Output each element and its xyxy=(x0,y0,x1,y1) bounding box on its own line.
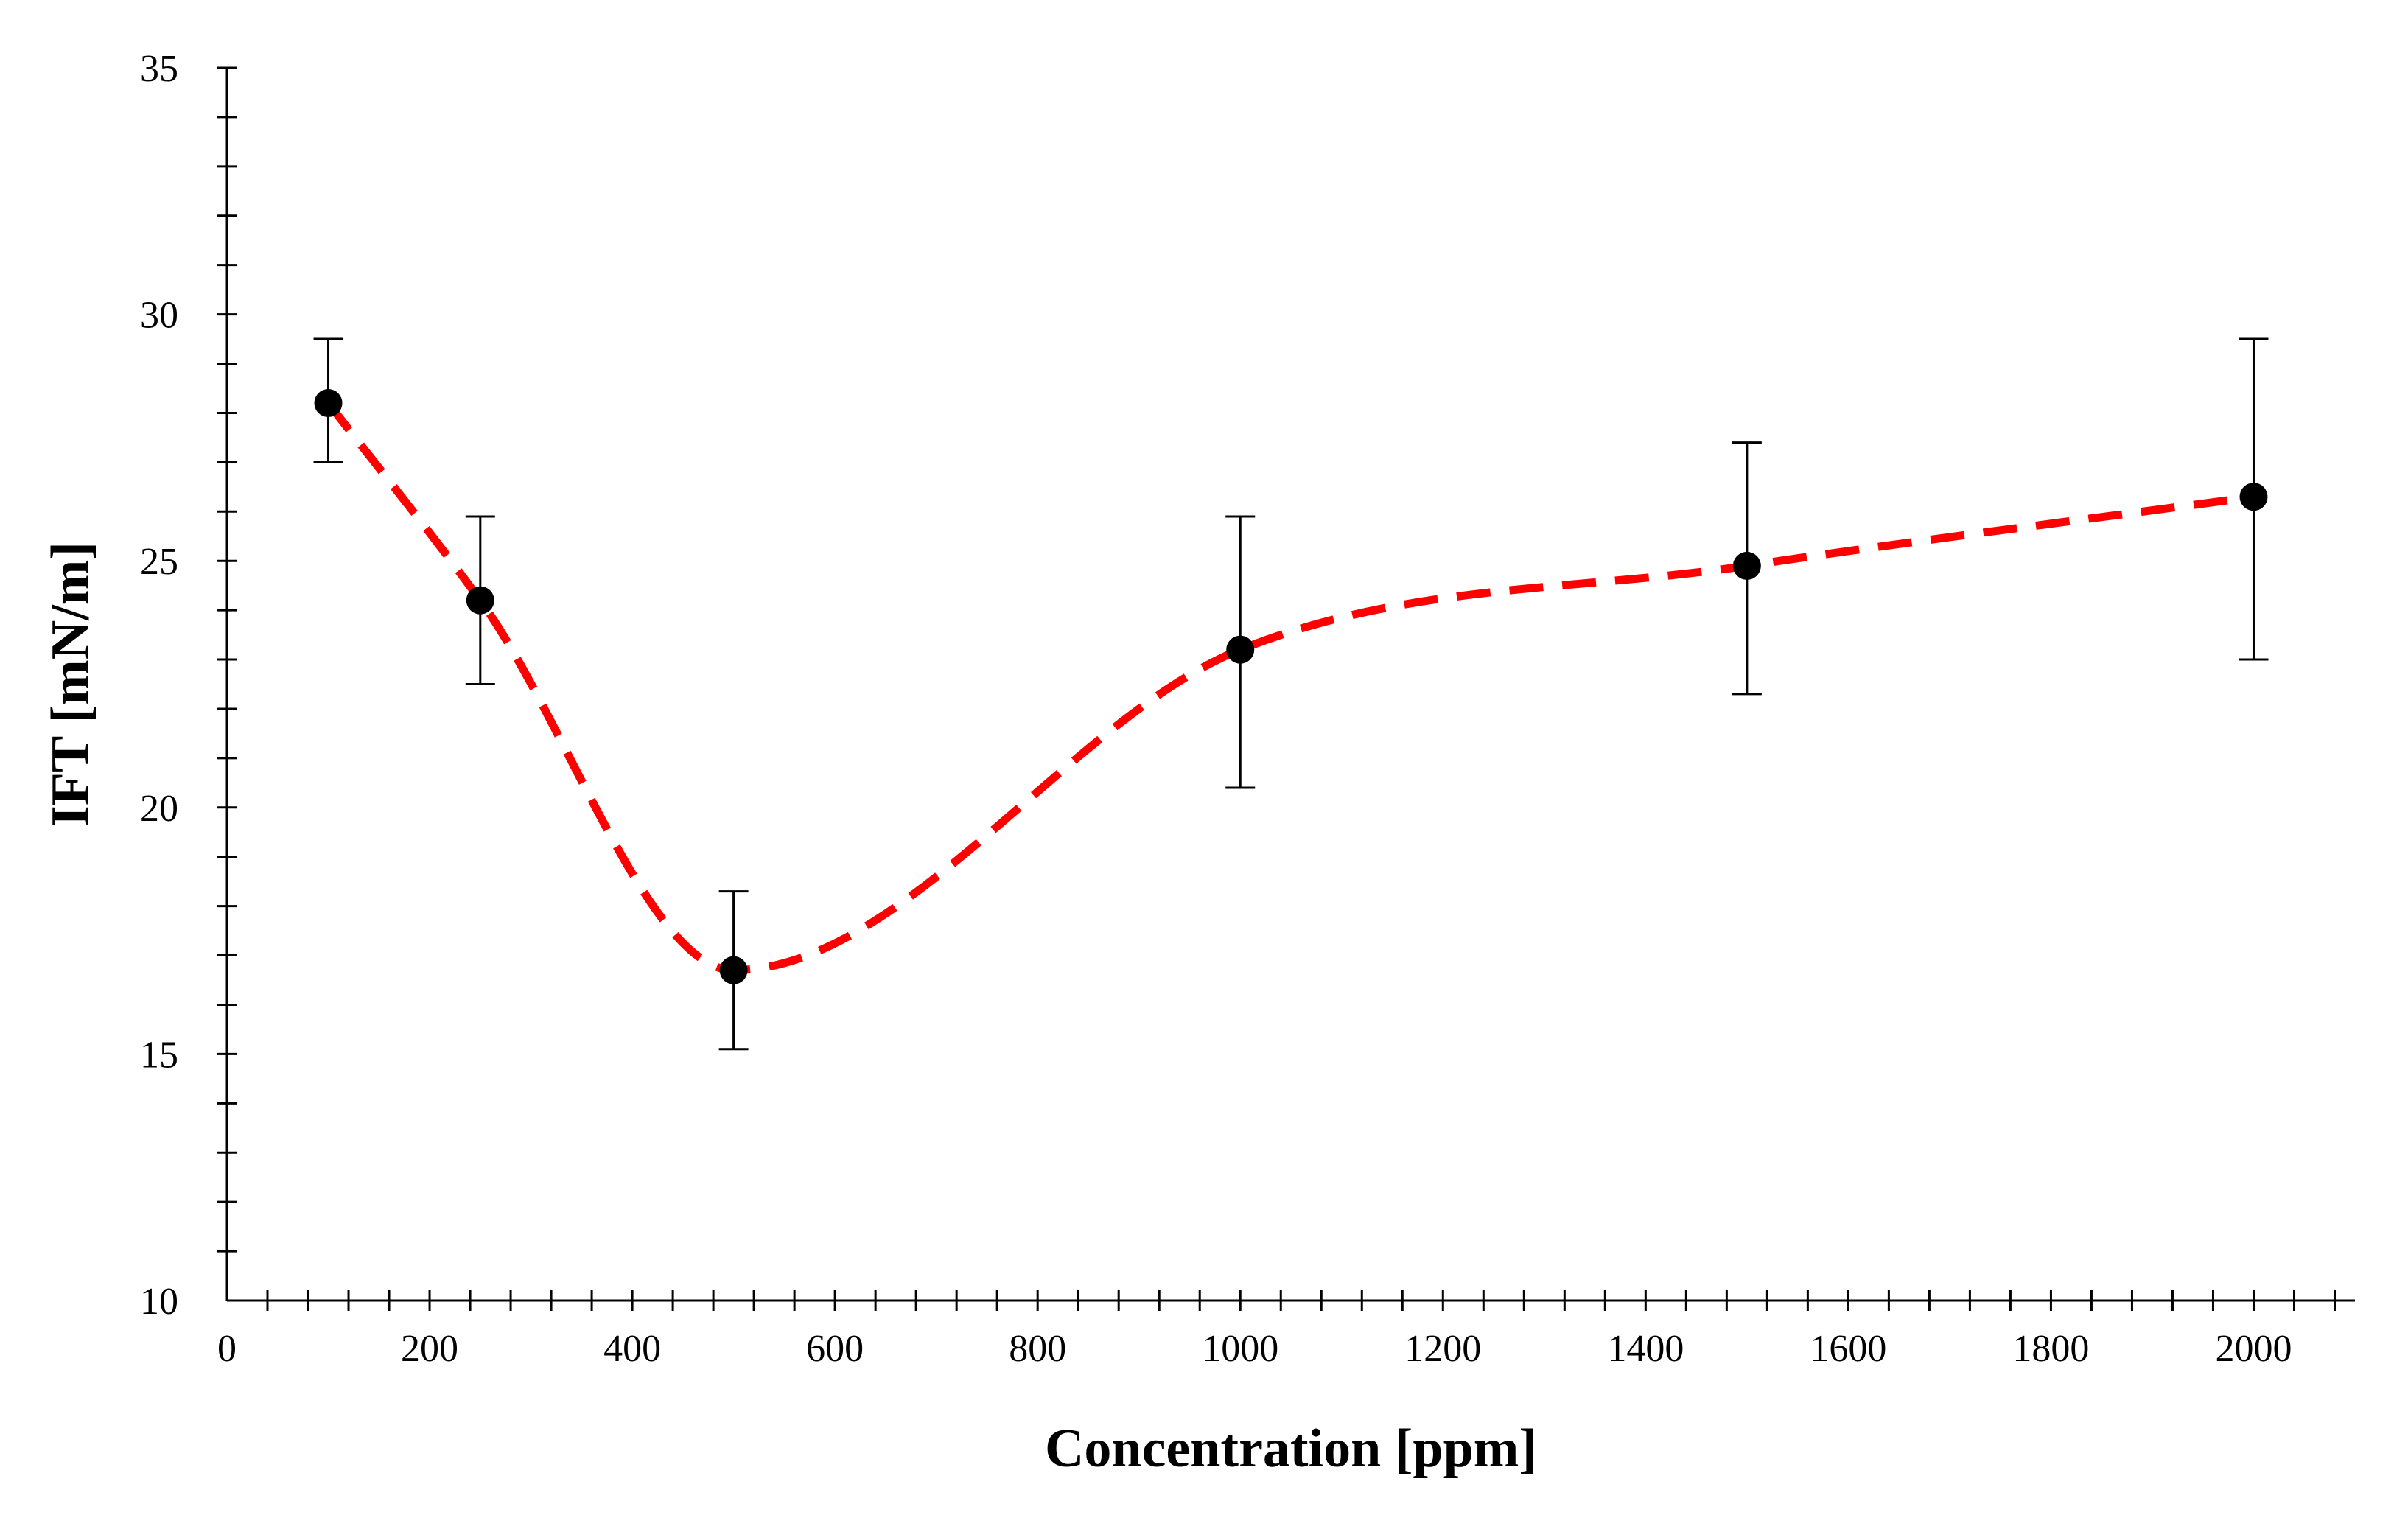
data-point xyxy=(2239,483,2268,511)
x-tick-label: 200 xyxy=(401,1328,458,1370)
tick-labels: 0 200 400 600 800 1000 1200 1400 1600 1800 2000 10 1… xyxy=(140,48,2292,1370)
error-bars xyxy=(313,337,2269,1051)
x-axis-title: Concentration [ppm] xyxy=(1045,1418,1537,1479)
fit-line-group xyxy=(325,400,2255,975)
y-tick-label: 15 xyxy=(140,1034,178,1076)
y-tick-label: 10 xyxy=(140,1281,178,1323)
y-axis-title: IFT [mN/m] xyxy=(41,542,101,827)
y-tick-label: 25 xyxy=(140,541,178,583)
x-tick-label: 600 xyxy=(806,1328,864,1370)
x-tick-label: 1200 xyxy=(1404,1328,1481,1370)
data-point xyxy=(314,389,343,418)
y-tick-label: 35 xyxy=(140,48,178,90)
x-tick-label: 2000 xyxy=(2215,1328,2292,1370)
data-point xyxy=(719,956,748,984)
y-tick-label: 20 xyxy=(140,788,178,830)
fit-line xyxy=(325,400,2255,975)
ticks xyxy=(217,66,2336,1311)
x-tick-label: 800 xyxy=(1009,1328,1066,1370)
data-point xyxy=(1732,551,1761,580)
x-tick-label: 400 xyxy=(603,1328,661,1370)
data-point xyxy=(466,586,494,615)
y-tick-label: 30 xyxy=(140,295,178,337)
x-tick-label: 1000 xyxy=(1202,1328,1278,1370)
x-tick-label: 1400 xyxy=(1607,1328,1684,1370)
x-tick-label: 1800 xyxy=(2012,1328,2089,1370)
x-tick-label: 0 xyxy=(217,1328,237,1370)
x-tick-label: 1600 xyxy=(1810,1328,1886,1370)
data-points xyxy=(314,389,2268,984)
data-point xyxy=(1226,635,1255,664)
axes xyxy=(225,68,2355,1302)
